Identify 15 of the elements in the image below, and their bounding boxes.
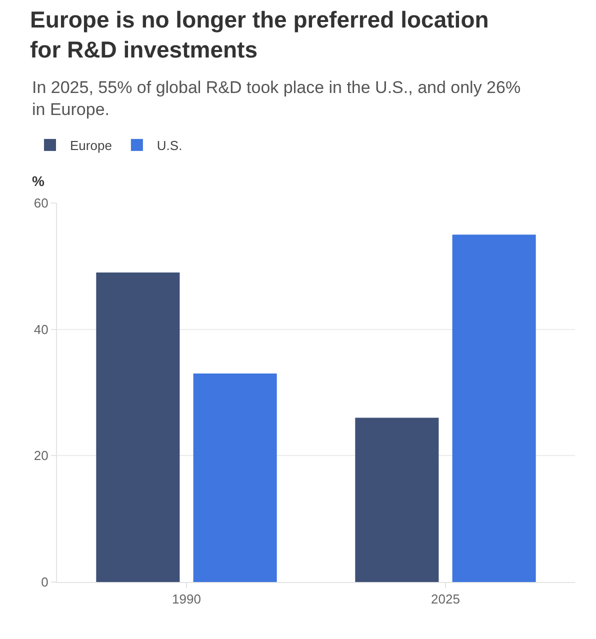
legend-label: U.S. — [156, 138, 182, 154]
y-tick-label: 20 — [34, 448, 48, 464]
y-axis-title: % — [32, 173, 45, 189]
y-tick-label: 60 — [34, 196, 48, 211]
bar — [452, 234, 536, 582]
legend-label: Europe — [70, 138, 112, 154]
bar — [96, 272, 180, 582]
y-tick-label: 0 — [41, 574, 48, 590]
x-tick-label: 1990 — [172, 592, 201, 607]
bar — [193, 374, 277, 582]
y-tick-label: 40 — [34, 322, 48, 337]
bar — [355, 418, 439, 582]
x-tick-label: 2025 — [431, 592, 460, 607]
chart-title: Europe is no longer the preferred location for R&D investments — [30, 6, 489, 62]
chart-subtitle: In 2025, 55% of global R&D took place in the U.S., and only 26% in Europe. — [32, 78, 521, 120]
